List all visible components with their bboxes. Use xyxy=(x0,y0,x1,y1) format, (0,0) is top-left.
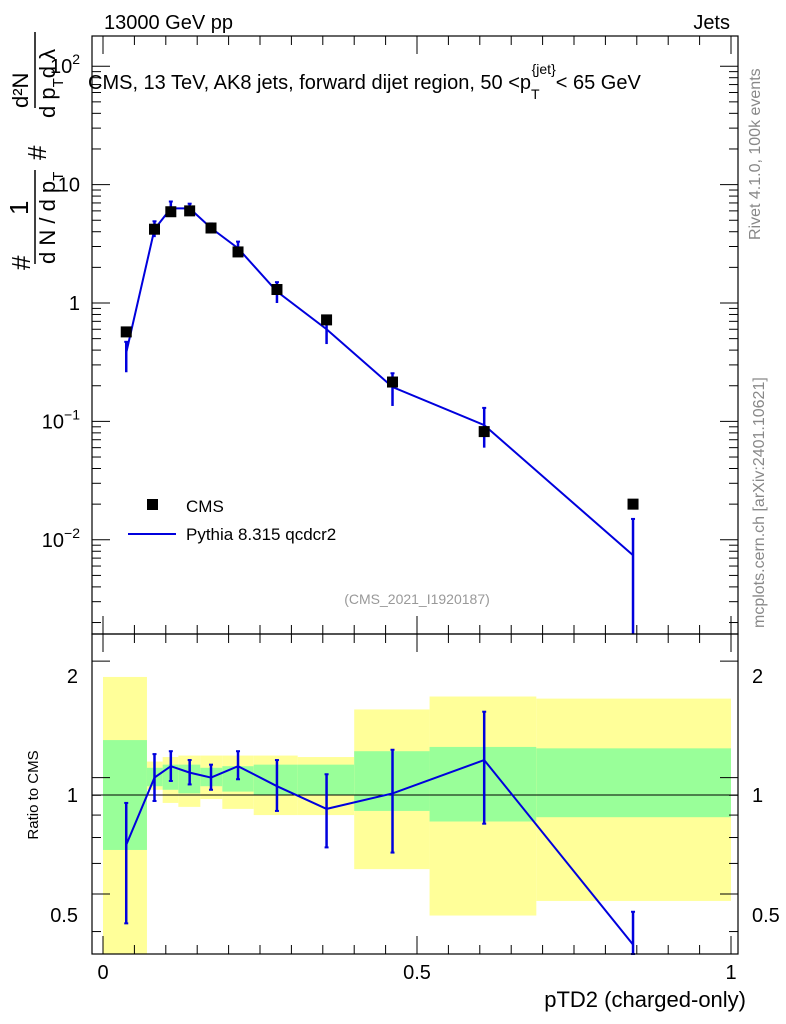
ratio-tick-right-05: 0.5 xyxy=(752,905,780,927)
y-tick-label: 102 xyxy=(50,51,80,78)
mcplots-label: mcplots.cern.ch [arXiv:2401.10621] xyxy=(751,377,768,628)
ratio-plot-area xyxy=(91,633,739,955)
ylabel-numden: d pTd λ xyxy=(35,49,67,118)
band-inner xyxy=(429,746,537,822)
data-point xyxy=(232,246,244,258)
legend: CMS Pythia 8.315 qcdcr2 xyxy=(128,497,336,544)
data-point xyxy=(148,223,160,235)
x-ticklabels: 0 0.5 1 xyxy=(97,962,736,984)
top-plot-area: 10−2 10−1 1 10 102 xyxy=(42,35,739,635)
data-point xyxy=(321,314,333,326)
ylabel-num: d²N xyxy=(8,73,33,108)
ratio-ticklabels-left: 0.5 1 2 xyxy=(50,666,78,927)
ratio-tick-1: 1 xyxy=(67,785,78,807)
category-label: Jets xyxy=(693,12,730,34)
title-sub: T xyxy=(531,86,540,102)
ratio-ticklabels-right: 0.5 1 2 xyxy=(752,666,780,927)
ratio-tick-2: 2 xyxy=(67,666,78,688)
data-point xyxy=(205,222,217,234)
data-point xyxy=(120,326,132,338)
x-axis-label: pTD2 (charged-only) xyxy=(544,987,746,1012)
title-sup: {jet} xyxy=(532,61,556,77)
ratio-tick-right-1: 1 xyxy=(752,785,763,807)
legend-data-marker xyxy=(147,499,158,510)
ylabel-one: 1 xyxy=(4,201,34,215)
top-frame xyxy=(91,35,739,635)
plot-title: CMS, 13 TeV, AK8 jets, forward dijet reg… xyxy=(88,61,641,102)
legend-data-label: CMS xyxy=(186,497,224,516)
data-point xyxy=(184,205,196,217)
data-point xyxy=(387,376,399,388)
top-ylabel: # 1 d N / d pT # d²N d pTd λ xyxy=(4,32,67,270)
ratio-tick-05: 0.5 xyxy=(50,905,78,927)
data-point xyxy=(165,206,177,218)
ratio-tick-right-2: 2 xyxy=(752,666,763,688)
xtick-0: 0 xyxy=(97,962,108,984)
title-end: < 65 GeV xyxy=(556,72,642,94)
y-tick-label: 10 xyxy=(58,175,80,197)
band-inner xyxy=(253,764,298,796)
band-inner xyxy=(536,748,731,818)
legend-mc-label: Pythia 8.315 qcdcr2 xyxy=(186,525,336,544)
xtick-1: 1 xyxy=(725,962,736,984)
ylabel-hash2: # xyxy=(22,145,52,160)
data-point xyxy=(271,284,283,296)
ratio-ylabel: Ratio to CMS xyxy=(25,750,42,839)
data-point xyxy=(627,498,639,510)
rivet-label: Rivet 4.1.0, 100k events xyxy=(747,68,764,240)
ylabel-denom: d N / d pT xyxy=(35,172,67,264)
beam-label: 13000 GeV pp xyxy=(104,12,233,34)
y-tick-label: 1 xyxy=(69,293,80,315)
y-tick-label: 10−2 xyxy=(42,525,80,552)
data-point xyxy=(478,426,490,438)
ylabel-hash1: # xyxy=(6,255,36,270)
ratio-line xyxy=(125,758,634,946)
analysis-label: (CMS_2021_I1920187) xyxy=(344,591,490,607)
y-tick-label: 10−1 xyxy=(42,406,80,433)
xtick-05: 0.5 xyxy=(403,962,431,984)
title-main: CMS, 13 TeV, AK8 jets, forward dijet reg… xyxy=(88,72,531,94)
ratio-frame xyxy=(91,633,739,955)
